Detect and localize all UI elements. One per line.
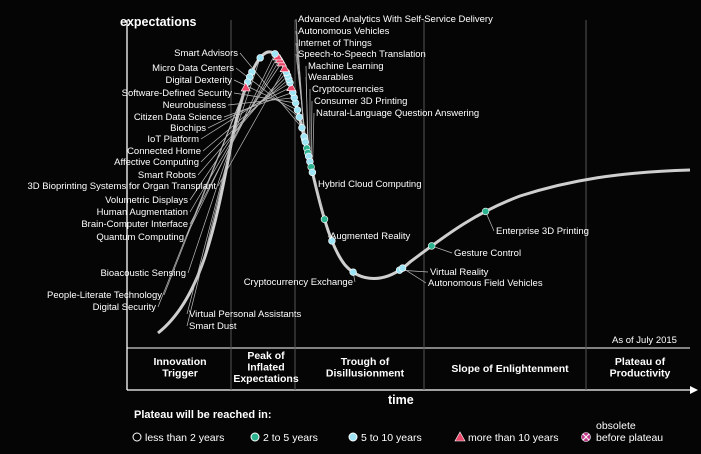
marker-autonomous-field-vehicles (398, 264, 407, 272)
label-brain-computer-interface: Brain-Computer Interface (81, 219, 188, 230)
marker-internet-of-things (301, 138, 310, 146)
technology-labels: Advanced Analytics With Self-Service Del… (27, 14, 588, 332)
leader-brain-computer-interface (189, 56, 278, 225)
label-machine-learning: Machine Learning (308, 61, 384, 72)
x-axis-label: time (388, 393, 414, 407)
label-smart-advisors: Smart Advisors (174, 48, 238, 59)
label-cryptocurrency-exchange: Cryptocurrency Exchange (244, 277, 353, 288)
label-consumer-3d-printing: Consumer 3D Printing (314, 96, 407, 107)
label-enterprise-3d-printing: Enterprise 3D Printing (496, 226, 589, 237)
technology-markers (240, 50, 490, 276)
marker-smart-advisors (298, 124, 306, 132)
label-gesture-control: Gesture Control (454, 248, 521, 259)
legend-label-obsolete-before-plateau: obsolete before plateau (596, 420, 663, 444)
legend-symbol-less-than-2-years (132, 432, 142, 442)
label-digital-dexterity: Digital Dexterity (165, 75, 232, 86)
leader-lines (157, 18, 495, 327)
leader-digital-security (157, 76, 250, 308)
phase-label-slope-of-enlightenment: Slope of Enlightenment (451, 363, 569, 375)
legend-symbol-5-to-10-years (348, 432, 358, 442)
y-axis-label: expectations (120, 15, 196, 29)
legend-label-5-to-10-years: 5 to 10 years (361, 432, 422, 444)
marker-augmented-reality (328, 237, 336, 245)
legend-label-less-than-2-years: less than 2 years (145, 432, 224, 444)
marker-cryptocurrency-exchange (349, 268, 357, 276)
label-autonomous-field-vehicles: Autonomous Field Vehicles (428, 278, 543, 289)
marker-digital-dexterity (293, 106, 302, 114)
label-affective-computing: Affective Computing (114, 157, 199, 168)
label-quantum-computing: Quantum Computing (96, 232, 184, 243)
label-software-defined-security: Software-Defined Security (122, 88, 233, 99)
marker-3d-bioprinting-systems-for-organ-transplant (279, 63, 290, 73)
legend-symbol-obsolete-before-plateau (581, 432, 591, 442)
legend-symbol-2-to-5-years (250, 432, 260, 442)
date-note: As of July 2015 (612, 335, 677, 346)
marker-smart-dust (240, 82, 251, 92)
label-citizen-data-science: Citizen Data Science (134, 112, 222, 123)
label-bioacoustic-sensing: Bioacoustic Sensing (100, 268, 186, 279)
marker-quantum-computing (271, 50, 279, 58)
phase-label-trough-of-disillusionment: Trough of Disillusionment (326, 356, 405, 380)
legend-symbol-more-than-10-years (454, 431, 466, 442)
label-cryptocurrencies: Cryptocurrencies (312, 84, 384, 95)
label-human-augmentation: Human Augmentation (97, 207, 188, 218)
phase-label-peak-of-inflated-expectations: Peak of Inflated Expectations (233, 350, 299, 385)
phase-label-plateau-of-productivity: Plateau of Productivity (610, 356, 671, 380)
label-virtual-personal-assistants: Virtual Personal Assistants (189, 309, 302, 320)
leader-biochips (207, 86, 292, 129)
legend-title: Plateau will be reached in: (134, 409, 272, 421)
label-neurobusiness: Neurobusiness (163, 100, 227, 111)
leader-3d-bioprinting-systems-for-organ-transplant (217, 67, 285, 187)
label-3d-bioprinting-systems-for-organ-transplant: 3D Bioprinting Systems for Organ Transpl… (27, 181, 216, 192)
label-speech-to-speech-translation: Speech-to-Speech Translation (298, 49, 426, 60)
marker-enterprise-3d-printing (481, 207, 490, 216)
phase-labels: Innovation Trigger Peak of Inflated Expectat… (153, 350, 670, 385)
label-digital-security: Digital Security (93, 302, 157, 313)
marker-biochips (286, 81, 297, 92)
legend-label-more-than-10-years: more than 10 years (468, 432, 558, 444)
label-advanced-analytics-with-self-service-delivery: Advanced Analytics With Self-Service Del… (298, 14, 493, 25)
leader-hybrid-cloud-computing (315, 183, 325, 220)
x-axis-arrowhead (690, 386, 698, 394)
label-smart-dust: Smart Dust (189, 321, 237, 332)
label-virtual-reality: Virtual Reality (430, 267, 489, 278)
marker-hybrid-cloud-computing (320, 215, 329, 223)
label-internet-of-things: Internet of Things (298, 38, 372, 49)
label-augmented-reality: Augmented Reality (330, 231, 411, 242)
label-hybrid-cloud-computing: Hybrid Cloud Computing (318, 179, 422, 190)
label-people-literate-technology: People-Literate Technology (47, 290, 162, 301)
leader-speech-to-speech-translation (295, 53, 308, 149)
label-wearables: Wearables (308, 72, 353, 83)
leader-iot-platform (200, 82, 291, 140)
leader-autonomous-field-vehicles (402, 267, 427, 284)
label-volumetric-displays: Volumetric Displays (105, 195, 188, 206)
marker-natural-language-question-answering (308, 168, 317, 177)
label-smart-robots: Smart Robots (138, 170, 196, 181)
marker-bioacoustic-sensing (256, 54, 264, 62)
marker-gesture-control (427, 242, 436, 250)
leader-connected-home (202, 78, 290, 152)
marker-micro-data-centers (295, 113, 303, 121)
legend: less than 2 years 2 to 5 years 5 to 10 yea… (132, 420, 663, 444)
label-connected-home: Connected Home (127, 146, 201, 157)
phase-label-innovation-trigger: Innovation Trigger (153, 356, 206, 380)
legend-label-2-to-5-years: 2 to 5 years (263, 432, 318, 444)
label-autonomous-vehicles: Autonomous Vehicles (298, 26, 390, 37)
label-biochips: Biochips (170, 123, 206, 134)
leader-bioacoustic-sensing (187, 57, 261, 274)
label-natural-language-question-answering: Natural-Language Question Answering (316, 108, 479, 119)
leader-smart-dust (186, 87, 247, 327)
label-micro-data-centers: Micro Data Centers (152, 63, 234, 74)
label-iot-platform: IoT Platform (147, 134, 199, 145)
